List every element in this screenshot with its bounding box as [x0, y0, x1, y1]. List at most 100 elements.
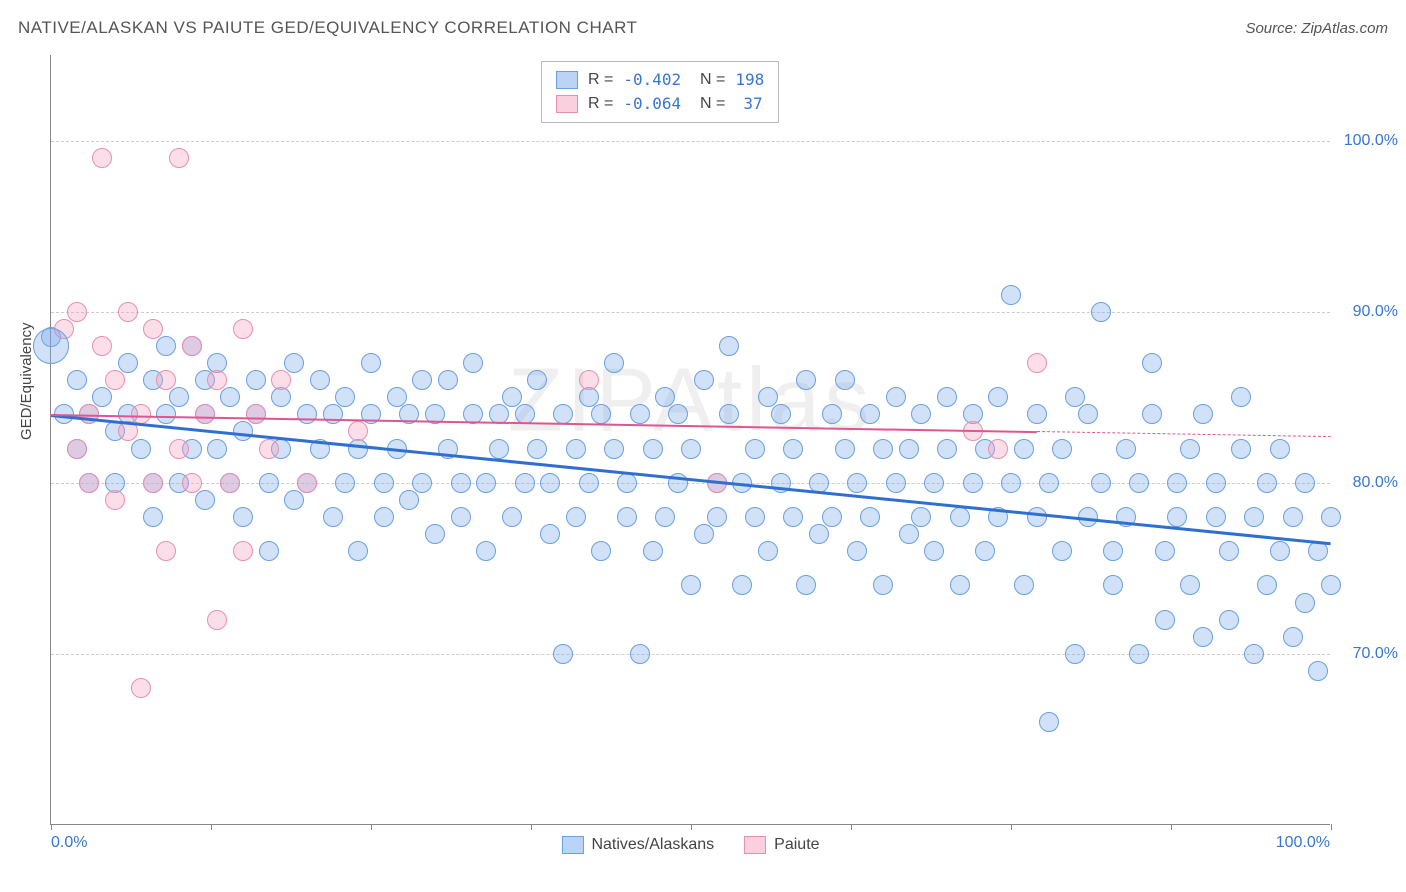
data-point: [195, 490, 215, 510]
data-point: [67, 370, 87, 390]
x-tick: [1011, 824, 1012, 830]
data-point: [655, 387, 675, 407]
data-point: [655, 507, 675, 527]
data-point: [1027, 353, 1047, 373]
data-point: [668, 404, 688, 424]
data-point: [886, 387, 906, 407]
n-value-natives: 198: [735, 68, 764, 92]
data-point: [835, 370, 855, 390]
data-point: [387, 387, 407, 407]
data-point: [1027, 404, 1047, 424]
plot-area: ZIPAtlas R = -0.402 N = 198 R = -0.064 N…: [50, 55, 1330, 825]
data-point: [886, 473, 906, 493]
data-point: [1231, 387, 1251, 407]
data-point: [771, 404, 791, 424]
r-value-paiute: -0.064: [623, 92, 681, 116]
data-point: [630, 404, 650, 424]
data-point: [1027, 507, 1047, 527]
data-point: [143, 319, 163, 339]
data-point: [745, 507, 765, 527]
data-point: [323, 404, 343, 424]
data-point: [553, 404, 573, 424]
data-point: [1180, 439, 1200, 459]
data-point: [182, 473, 202, 493]
data-point: [169, 148, 189, 168]
data-point: [310, 370, 330, 390]
data-point: [604, 353, 624, 373]
data-point: [143, 473, 163, 493]
n-label: N =: [691, 92, 725, 116]
data-point: [822, 507, 842, 527]
data-point: [271, 370, 291, 390]
x-tick: [1171, 824, 1172, 830]
data-point: [1167, 507, 1187, 527]
data-point: [156, 404, 176, 424]
data-point: [1014, 575, 1034, 595]
data-point: [1321, 507, 1341, 527]
data-point: [348, 541, 368, 561]
data-point: [1321, 575, 1341, 595]
data-point: [1014, 439, 1034, 459]
data-point: [758, 541, 778, 561]
data-point: [233, 421, 253, 441]
data-point: [259, 473, 279, 493]
data-point: [617, 507, 637, 527]
x-tick: [371, 824, 372, 830]
data-point: [860, 507, 880, 527]
y-axis-label: GED/Equivalency: [18, 322, 35, 440]
data-point: [950, 575, 970, 595]
data-point: [924, 541, 944, 561]
y-tick-label: 70.0%: [1353, 645, 1398, 663]
swatch-paiute: [556, 95, 578, 113]
data-point: [681, 439, 701, 459]
data-point: [1116, 439, 1136, 459]
data-point: [92, 387, 112, 407]
data-point: [591, 541, 611, 561]
data-point: [515, 473, 535, 493]
data-point: [1206, 507, 1226, 527]
data-point: [694, 524, 714, 544]
data-point: [67, 439, 87, 459]
data-point: [694, 370, 714, 390]
legend-label-natives: Natives/Alaskans: [591, 836, 714, 854]
data-point: [156, 370, 176, 390]
data-point: [1001, 473, 1021, 493]
data-point: [963, 473, 983, 493]
data-point: [988, 387, 1008, 407]
data-point: [1257, 473, 1277, 493]
data-point: [271, 387, 291, 407]
data-point: [297, 473, 317, 493]
data-point: [195, 404, 215, 424]
y-tick-label: 80.0%: [1353, 474, 1398, 492]
data-point: [975, 541, 995, 561]
data-point: [143, 507, 163, 527]
data-point: [284, 490, 304, 510]
data-point: [67, 302, 87, 322]
swatch-natives: [556, 71, 578, 89]
data-point: [1270, 541, 1290, 561]
data-point: [1270, 439, 1290, 459]
data-point: [182, 336, 202, 356]
data-point: [796, 575, 816, 595]
data-point: [1295, 473, 1315, 493]
data-point: [783, 439, 803, 459]
data-point: [412, 370, 432, 390]
x-tick-label-max: 100.0%: [1276, 834, 1330, 852]
data-point: [476, 541, 496, 561]
data-point: [259, 541, 279, 561]
data-point: [412, 473, 432, 493]
data-point: [873, 439, 893, 459]
data-point: [105, 370, 125, 390]
data-point: [1129, 473, 1149, 493]
y-tick-label: 90.0%: [1353, 303, 1398, 321]
data-point: [207, 610, 227, 630]
data-point: [259, 439, 279, 459]
data-point: [1052, 541, 1072, 561]
data-point: [527, 439, 547, 459]
r-value-natives: -0.402: [623, 68, 681, 92]
data-point: [156, 336, 176, 356]
data-point: [207, 370, 227, 390]
gridline-h: [51, 312, 1330, 313]
data-point: [1155, 541, 1175, 561]
data-point: [1295, 593, 1315, 613]
